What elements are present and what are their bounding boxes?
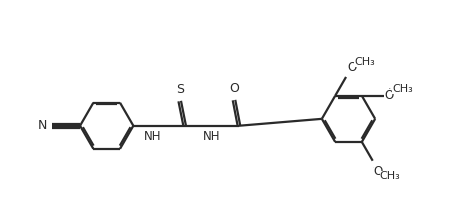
Text: CH₃: CH₃ bbox=[354, 57, 375, 67]
Text: NH: NH bbox=[203, 130, 220, 143]
Text: S: S bbox=[176, 83, 184, 96]
Text: NH: NH bbox=[144, 130, 162, 143]
Text: O: O bbox=[384, 89, 394, 102]
Text: CH₃: CH₃ bbox=[380, 171, 400, 181]
Text: O: O bbox=[229, 82, 239, 95]
Text: CH₃: CH₃ bbox=[392, 84, 413, 94]
Text: O: O bbox=[347, 61, 356, 74]
Text: N: N bbox=[38, 119, 47, 132]
Text: O: O bbox=[374, 165, 383, 178]
